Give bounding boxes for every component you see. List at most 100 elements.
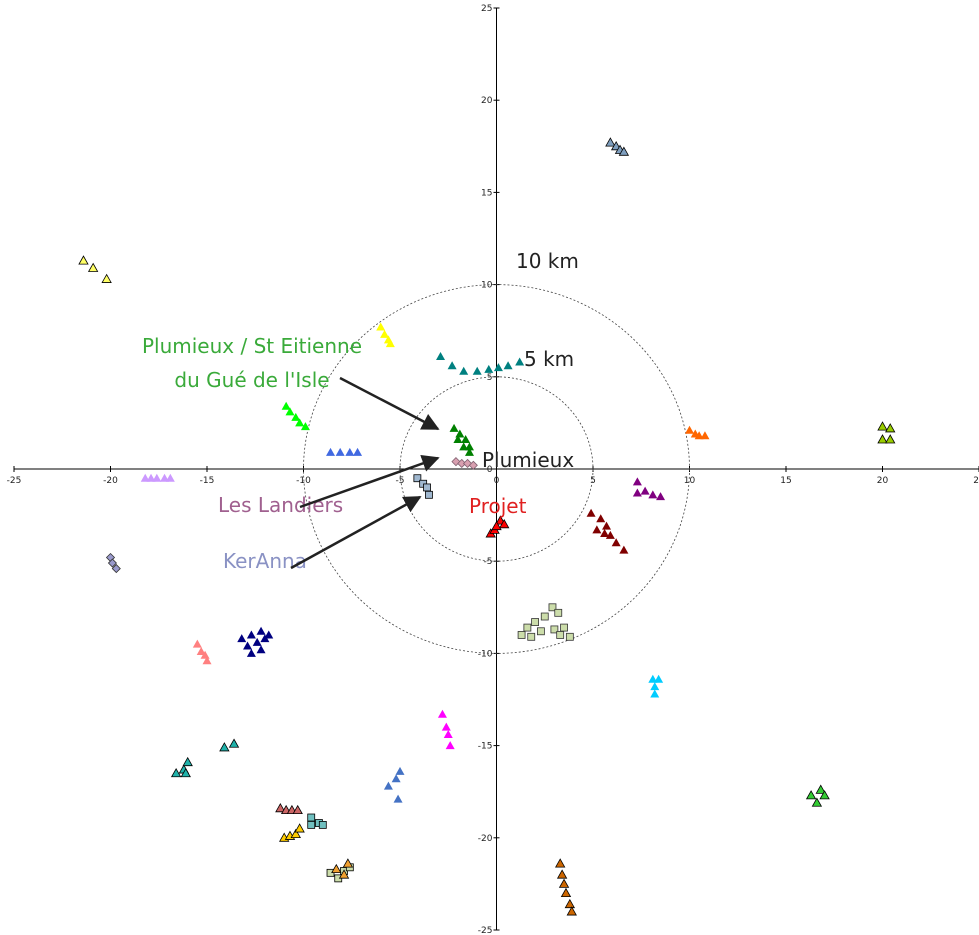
point	[307, 813, 316, 822]
point	[196, 647, 206, 656]
point	[246, 630, 256, 639]
series	[105, 552, 121, 574]
point	[385, 339, 395, 348]
point	[468, 460, 478, 470]
point	[640, 486, 650, 495]
y-tick-label: 10	[481, 281, 493, 291]
point	[811, 797, 823, 807]
arrow	[299, 455, 440, 509]
point	[140, 473, 150, 482]
point	[548, 603, 557, 612]
y-tick-label: -15	[478, 742, 493, 752]
x-tick-label: 20	[877, 476, 889, 486]
point	[554, 608, 563, 617]
point	[650, 682, 660, 691]
point	[632, 477, 642, 486]
point	[685, 425, 694, 434]
series	[685, 425, 710, 440]
point	[656, 492, 666, 501]
point	[600, 529, 610, 538]
point	[107, 558, 117, 568]
point	[611, 538, 621, 547]
point	[264, 630, 274, 639]
point	[331, 863, 342, 874]
point	[499, 519, 510, 529]
point	[87, 262, 99, 272]
y-tick-label: -20	[478, 834, 493, 844]
point	[517, 631, 526, 639]
point	[342, 858, 354, 868]
point	[586, 508, 596, 517]
point	[566, 906, 577, 916]
point	[436, 352, 446, 361]
point	[393, 794, 403, 803]
point	[260, 634, 270, 643]
distance-circle	[399, 376, 594, 562]
series	[436, 352, 525, 375]
series	[555, 858, 577, 916]
point	[515, 357, 525, 366]
y-tick-label: 5	[487, 373, 493, 383]
point	[335, 447, 345, 456]
point	[602, 521, 612, 530]
annotation: du Gué de l'Isle	[174, 368, 329, 392]
point	[295, 418, 305, 427]
point	[453, 434, 463, 443]
point	[632, 488, 642, 497]
point	[815, 784, 826, 794]
point	[101, 273, 112, 283]
y-tick-label: 25	[481, 4, 492, 14]
x-tick-label: 25	[973, 476, 979, 486]
point	[290, 828, 301, 839]
series	[281, 401, 310, 431]
series	[805, 784, 830, 807]
y-tick-label: -5	[484, 557, 493, 567]
point	[555, 858, 566, 868]
point	[564, 898, 576, 909]
point	[395, 766, 405, 775]
point	[300, 422, 310, 431]
point	[527, 632, 536, 641]
point	[78, 255, 89, 265]
series	[413, 474, 433, 499]
point	[472, 366, 482, 375]
point	[391, 774, 401, 783]
x-tick-label: -25	[7, 476, 22, 486]
point	[650, 689, 660, 698]
annotation: Plumieux / St Eitienne	[142, 334, 362, 358]
point	[618, 146, 630, 156]
arrow	[290, 495, 422, 570]
series	[326, 447, 363, 456]
point	[160, 473, 170, 482]
series	[877, 421, 896, 444]
series	[140, 473, 175, 482]
point	[281, 401, 291, 410]
point	[619, 545, 629, 554]
annotation: Les Landiers	[218, 493, 343, 517]
point	[425, 490, 433, 499]
series	[586, 508, 629, 554]
point	[380, 329, 390, 338]
point	[654, 674, 664, 683]
point	[146, 473, 156, 482]
point	[345, 447, 355, 456]
point	[461, 434, 471, 443]
point	[423, 483, 431, 492]
point	[459, 442, 469, 451]
point	[449, 423, 459, 432]
y-tick-label: -10	[478, 649, 493, 659]
point	[291, 412, 301, 421]
point	[307, 820, 316, 829]
point	[565, 632, 574, 641]
point	[243, 641, 253, 650]
y-tick-label: -25	[478, 926, 493, 935]
point	[182, 756, 193, 767]
point	[877, 421, 888, 431]
series	[383, 766, 405, 803]
point	[493, 363, 503, 372]
series	[331, 858, 354, 879]
series	[485, 515, 510, 538]
point	[353, 447, 363, 456]
point	[441, 722, 451, 731]
